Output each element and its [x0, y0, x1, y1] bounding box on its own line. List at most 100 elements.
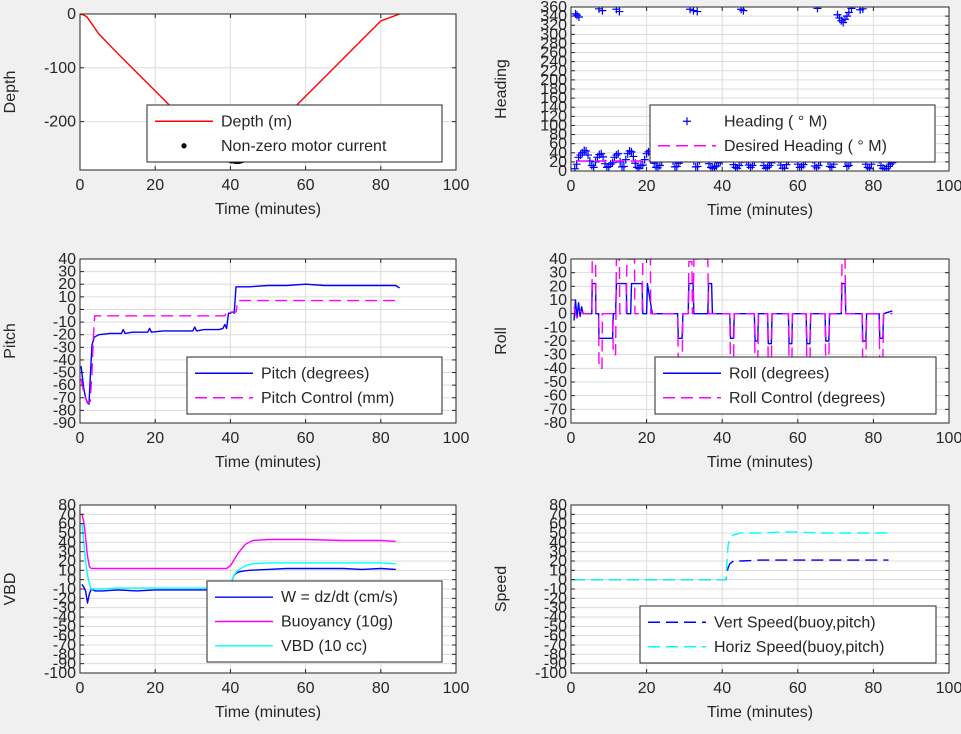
y-tick-label: 10	[58, 562, 76, 579]
legend: Vert Speed(buoy,pitch) Horiz Speed(buoy,p…	[639, 605, 937, 664]
data-point	[591, 157, 600, 166]
series-group	[573, 259, 893, 369]
y-tick-label: -90	[53, 415, 76, 432]
x-tick-label: 20	[146, 680, 164, 697]
x-tick-label: 0	[76, 430, 85, 447]
x-tick-label: 100	[936, 680, 961, 697]
data-point	[629, 152, 638, 161]
data-point	[748, 161, 757, 170]
y-axis-label: VBD	[2, 573, 19, 606]
data-point	[627, 147, 636, 156]
x-tick-label: 80	[372, 177, 390, 194]
legend: Roll (degrees) Roll Control (degrees)	[654, 356, 937, 415]
axes-box	[79, 258, 457, 424]
legend-box	[146, 104, 443, 163]
y-tick-label: 40	[549, 251, 567, 268]
legend-label: VBD (10 cc)	[281, 638, 367, 655]
x-tick-label: 80	[372, 430, 390, 447]
data-point	[746, 163, 755, 171]
y-tick-label: -90	[544, 656, 567, 673]
x-axis-label: Time (minutes)	[707, 704, 813, 721]
legend-label: Vert Speed(buoy,pitch)	[714, 614, 876, 631]
legend: W = dz/dt (cm/s) Buoyancy (10g) VBD (10 cc…	[206, 580, 443, 663]
y-tick-label: 300	[540, 26, 567, 43]
legend-label: Roll Control (degrees)	[729, 390, 886, 407]
y-tick-label: 60	[58, 516, 76, 533]
y-tick-label: 120	[540, 108, 567, 125]
series-roll-0	[573, 282, 893, 345]
y-tick-label: 220	[540, 63, 567, 80]
y-tick-label: 0	[67, 572, 76, 589]
series-group	[572, 531, 889, 581]
legend-label: Horiz Speed(buoy,pitch)	[714, 639, 884, 656]
legend-label: Pitch (degrees)	[261, 365, 370, 382]
y-tick-label: -50	[544, 618, 567, 635]
x-axis-label: Time (minutes)	[707, 454, 813, 471]
y-tick-label: -70	[53, 390, 76, 407]
y-axis-label: Depth	[2, 71, 19, 114]
data-point	[689, 7, 698, 15]
data-point	[837, 16, 846, 25]
chart-speed: 0 20 40 60 80 10080706050403020100-10-20-30-4…	[493, 497, 961, 721]
y-tick-label: 30	[549, 544, 567, 561]
y-tick-label: 0	[558, 572, 567, 589]
x-tick-label: 20	[638, 680, 656, 697]
legend-label: Buoyancy (10g)	[281, 614, 393, 631]
y-tick-label: 40	[58, 534, 76, 551]
x-tick-label: 100	[936, 430, 961, 447]
y-tick-label: 20	[549, 553, 567, 570]
y-tick-label: -60	[53, 628, 76, 645]
x-tick-label: 40	[222, 177, 240, 194]
y-tick-label: 40	[549, 534, 567, 551]
legend-label: Pitch Control (mm)	[261, 390, 394, 407]
data-point	[693, 7, 702, 16]
data-point	[763, 163, 772, 171]
y-tick-label: -40	[544, 360, 567, 377]
y-tick-label: 10	[549, 562, 567, 579]
y-tick-label: 30	[58, 264, 76, 281]
x-tick-label: 20	[146, 177, 164, 194]
legend-box	[186, 356, 443, 415]
x-tick-label: 60	[297, 680, 315, 697]
y-tick-label: -20	[53, 327, 76, 344]
legend-label: Depth (m)	[221, 113, 292, 130]
y-tick-label: 20	[549, 278, 567, 295]
y-tick-label: 60	[549, 136, 567, 153]
legend-box	[649, 104, 936, 163]
data-point	[625, 146, 634, 155]
y-tick-label: 340	[540, 8, 567, 25]
y-tick-label: 180	[540, 81, 567, 98]
x-tick-label: 0	[567, 430, 576, 447]
data-point	[589, 163, 598, 171]
x-tick-label: 60	[297, 177, 315, 194]
y-tick-label: 0	[67, 301, 76, 318]
y-tick-label: -20	[544, 590, 567, 607]
y-tick-label: 0	[558, 163, 567, 180]
y-tick-label: -80	[544, 646, 567, 663]
y-tick-label: -10	[53, 581, 76, 598]
legend-label: W = dz/dt (cm/s)	[281, 589, 398, 606]
data-point	[608, 158, 617, 167]
chart-heading: 0 20 40 60 80 1000204060801001201401601802002…	[493, 0, 961, 219]
y-tick-label: 20	[549, 154, 567, 171]
chart-pitch: 0 20 40 60 80 100403020100-10-20-30-40-50-60-…	[2, 251, 469, 471]
data-point	[731, 163, 740, 171]
ticks	[570, 504, 950, 674]
y-tick-label: 40	[549, 145, 567, 162]
data-point	[615, 7, 624, 16]
y-tick-label: 80	[549, 497, 567, 514]
y-tick-label: 50	[58, 525, 76, 542]
y-tick-label: -70	[544, 401, 567, 418]
data-point	[621, 155, 630, 164]
x-axis-label: Time (minutes)	[707, 202, 813, 219]
legend-box	[639, 605, 937, 664]
data-point	[814, 161, 823, 170]
data-point	[584, 151, 593, 160]
x-tick-label: 40	[713, 178, 731, 195]
legend: Depth (m) Non-zero motor current	[146, 104, 443, 163]
legend-label: Non-zero motor current	[221, 138, 387, 155]
data-point	[614, 149, 623, 158]
y-tick-label: 10	[549, 292, 567, 309]
x-tick-label: 40	[222, 430, 240, 447]
y-tick-label: 40	[58, 251, 76, 268]
